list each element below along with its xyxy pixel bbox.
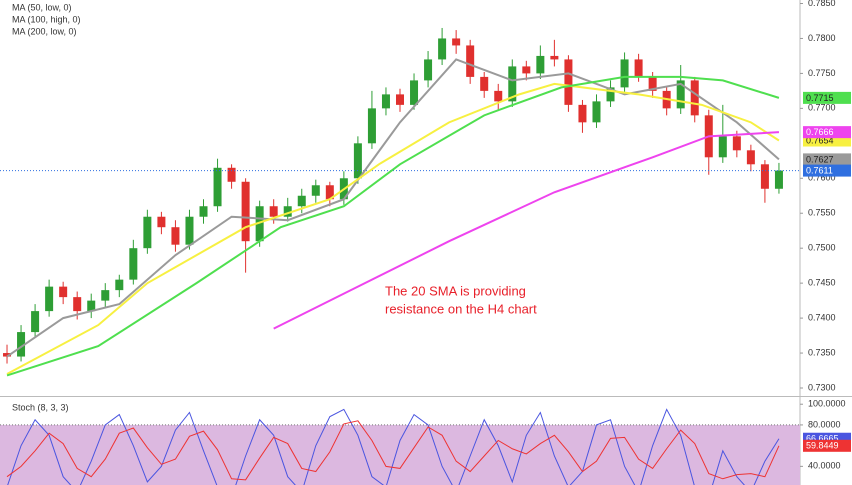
stoch-line (7, 408, 780, 485)
candle-body (283, 206, 292, 217)
candle-body (760, 164, 769, 189)
ma-line (6, 82, 780, 375)
ma-line (6, 58, 780, 358)
price-marker (803, 126, 851, 139)
price-marker-label: 0.7654 (806, 135, 834, 145)
candle-body (690, 80, 699, 116)
candle-body (213, 167, 222, 207)
y-tick-label: 40.0000 (808, 461, 841, 471)
candle-body (353, 143, 362, 179)
price-marker-label: 59.8449 (806, 441, 839, 451)
candle-body (774, 170, 783, 189)
y-tick-label: 0.7750 (808, 68, 836, 78)
candle-body (325, 185, 334, 200)
y-tick-label: 0.7500 (808, 243, 836, 253)
candle-body (732, 136, 741, 151)
price-marker-label: 0.7666 (806, 127, 834, 137)
price-marker (803, 153, 851, 166)
ma-line (6, 75, 780, 377)
y-tick-label: 100.0000 (808, 399, 846, 409)
candle-body (381, 94, 390, 109)
candle-body (480, 76, 489, 91)
candle-body (87, 300, 96, 312)
candle-body (746, 150, 755, 165)
legend-entry: MA (100, high, 0) (12, 14, 81, 24)
candle-body (396, 94, 404, 105)
candle-body (241, 181, 250, 242)
candle-body (255, 206, 264, 242)
stoch-line (6, 420, 780, 481)
y-tick-label: 80.0000 (808, 419, 841, 429)
candle-body (522, 66, 531, 74)
candle-body (550, 55, 559, 60)
y-tick-label: 0.7400 (808, 312, 836, 322)
y-tick-label: 0.7850 (808, 0, 836, 8)
plot-area (0, 408, 800, 485)
candle-body (171, 227, 180, 245)
candle-body (494, 90, 503, 102)
candle-body (45, 286, 54, 312)
candle-body (199, 206, 208, 217)
price-marker (803, 439, 851, 452)
y-tick-label: 0.7800 (808, 33, 836, 43)
candle-body (410, 80, 419, 105)
candle-body (311, 185, 320, 196)
candle-body (115, 279, 124, 291)
y-tick-label: 0.7550 (808, 208, 836, 218)
price-marker (803, 164, 851, 177)
candle-body (3, 353, 12, 357)
annotation: resistance on the H4 chart (385, 301, 537, 316)
candle-body (101, 290, 110, 301)
candle-body (564, 59, 573, 105)
candle-body (592, 101, 601, 123)
price-marker-label: 0.7715 (806, 93, 834, 103)
candle-body (297, 195, 306, 207)
candle-body (185, 216, 194, 245)
candle-body (31, 311, 40, 333)
candle-body (634, 59, 643, 77)
annotation: The 20 SMA is providing (385, 283, 526, 298)
candle-body (424, 59, 433, 81)
candle-body (59, 286, 68, 298)
candle-body (143, 216, 152, 249)
candle-body (578, 104, 587, 123)
price-marker-label: 0.7611 (806, 165, 833, 175)
candle-body (17, 332, 26, 357)
candle-body (73, 297, 82, 312)
candle-body (718, 136, 727, 158)
price-marker-label: 66.6665 (806, 434, 839, 444)
candle-body (129, 248, 138, 280)
candle-body (466, 45, 475, 77)
y-tick-label: 0.7300 (808, 382, 836, 392)
band (0, 424, 800, 485)
ma-line (273, 131, 780, 330)
candle-body (606, 87, 615, 102)
candle-body (508, 66, 517, 102)
legend-entry: MA (200, low, 0) (12, 26, 77, 36)
candle-body (367, 108, 376, 144)
y-tick-label: 0.7600 (808, 173, 836, 183)
candle-body (452, 38, 461, 46)
legend-entry: MA (50, low, 0) (12, 2, 72, 12)
candle-body (648, 76, 657, 91)
plot-area (0, 27, 800, 377)
candle-body (620, 59, 629, 88)
candle-body (157, 216, 166, 228)
y-tick-label: 0.7350 (808, 347, 836, 357)
panel-title: Stoch (8, 3, 3) (12, 402, 69, 412)
candle-body (676, 80, 685, 109)
candle-body (227, 167, 236, 182)
candle-body (536, 55, 545, 74)
candle-body (438, 38, 447, 60)
candle-body (269, 206, 278, 217)
y-tick-label: 0.7450 (808, 278, 836, 288)
price-marker (803, 91, 851, 104)
price-marker-label: 0.7627 (806, 154, 834, 164)
y-tick-label: 0.7700 (808, 103, 836, 113)
